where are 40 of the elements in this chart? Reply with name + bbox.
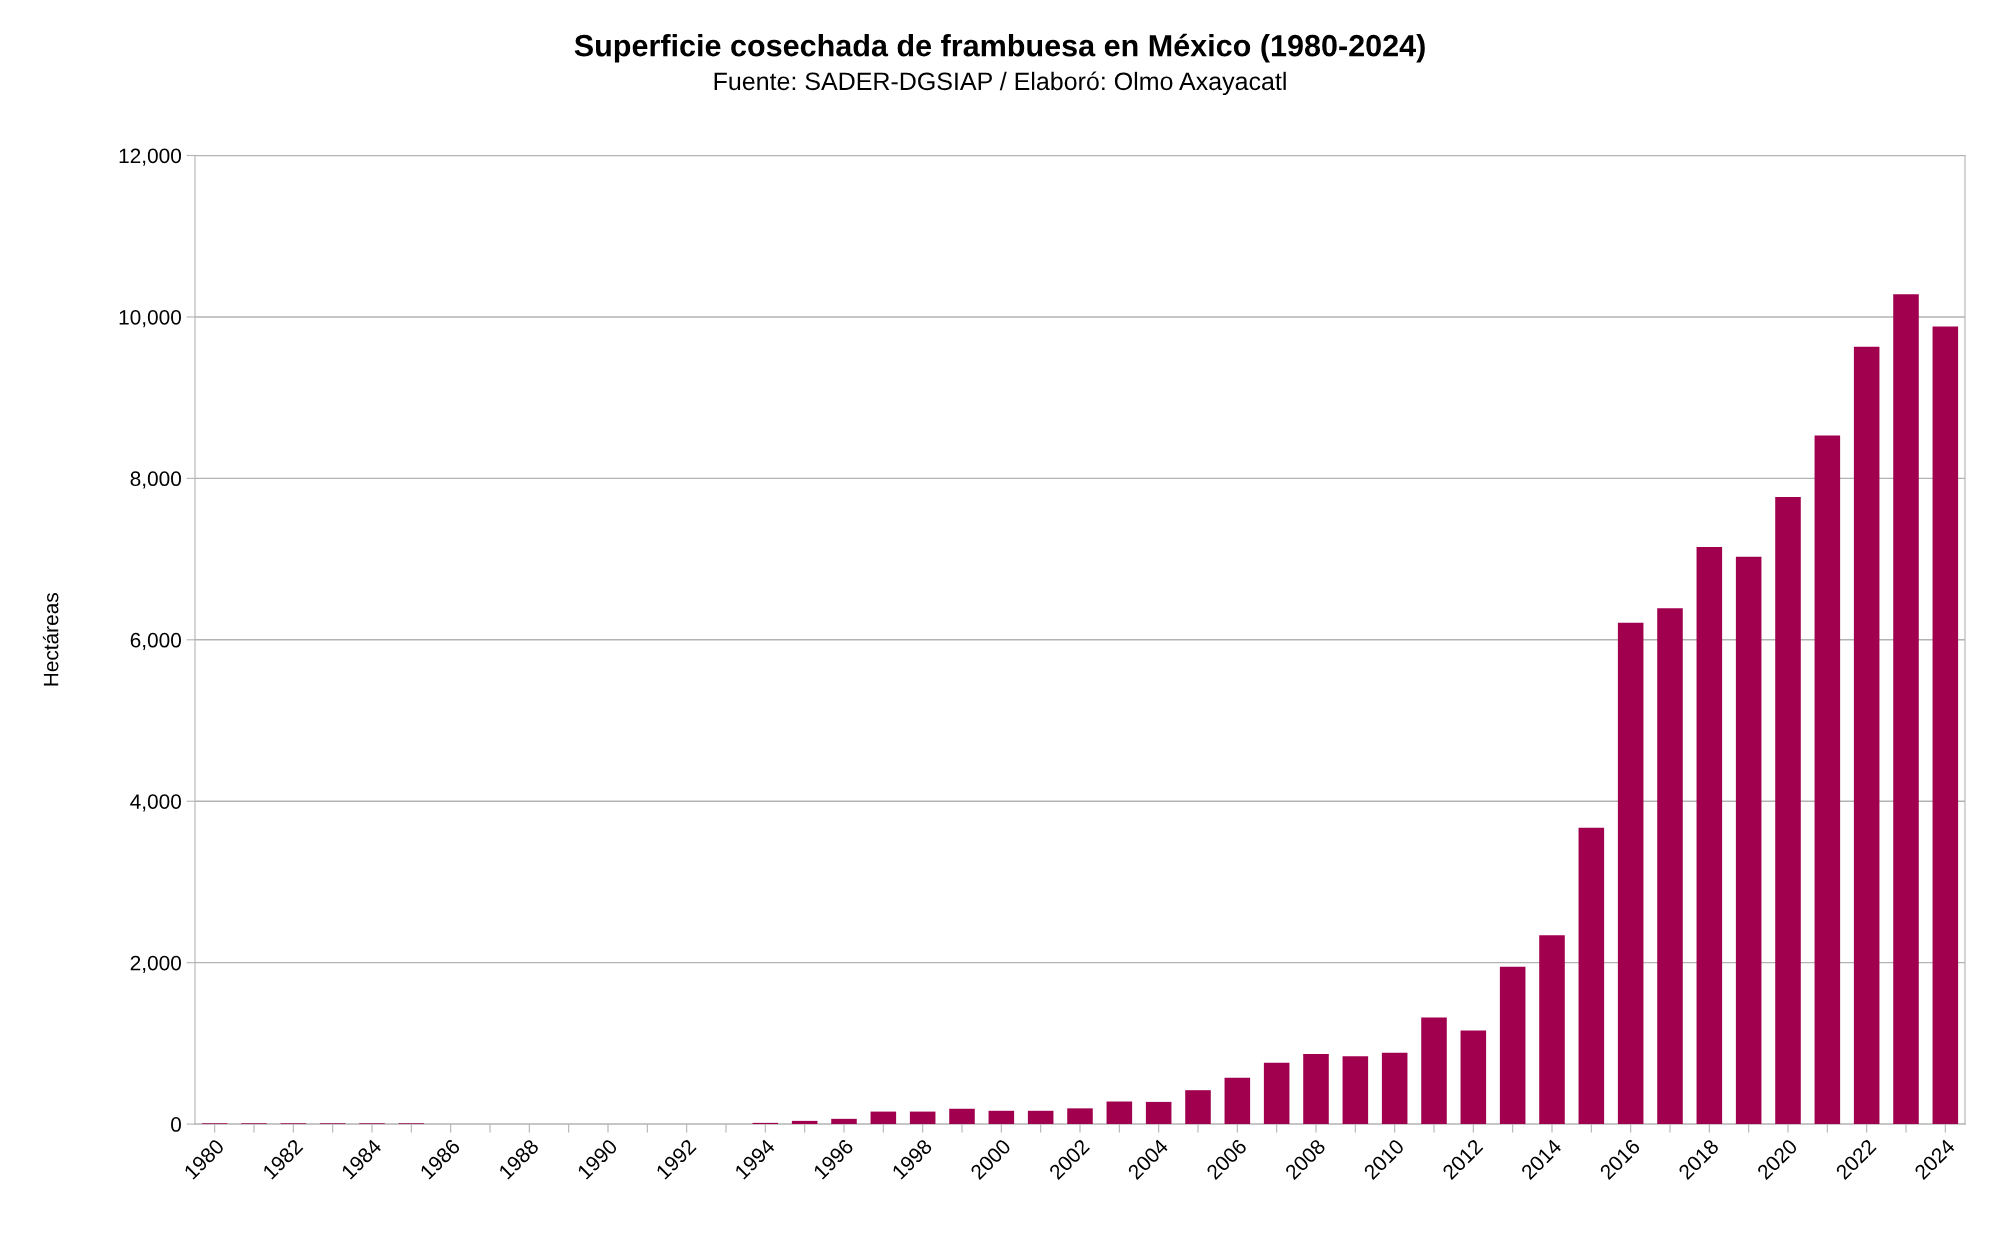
bar (1696, 546, 1723, 1125)
bar (1145, 1101, 1172, 1125)
y-tick-label: 10,000 (119, 309, 181, 328)
bar (1303, 1053, 1329, 1125)
bar (988, 1110, 1015, 1125)
bar (870, 1111, 897, 1125)
y-axis-title: Hectáreas (42, 593, 59, 686)
bar (909, 1111, 936, 1125)
bar (1499, 966, 1526, 1125)
y-tick-label: 2,000 (130, 955, 181, 973)
bar (1067, 1108, 1093, 1125)
bar (1657, 608, 1683, 1125)
bar (1853, 346, 1880, 1125)
bar (1578, 827, 1605, 1125)
y-tick-label: 8,000 (130, 471, 181, 489)
bar (1263, 1062, 1290, 1125)
bar (1185, 1090, 1211, 1125)
bar (1617, 622, 1644, 1125)
bar (1106, 1101, 1133, 1125)
bar (1539, 935, 1565, 1125)
bar (1735, 556, 1762, 1125)
y-tick-label: 0 (171, 1117, 181, 1132)
bar (1775, 496, 1801, 1125)
bar (1814, 435, 1841, 1125)
bar (1381, 1052, 1408, 1125)
chart-title: Superficie cosechada de frambuesa en México (1980-2024) (574, 33, 1425, 63)
bar (1342, 1056, 1369, 1125)
y-tick-label: 6,000 (130, 632, 181, 651)
bar (1027, 1110, 1054, 1125)
bar (1932, 326, 1959, 1125)
y-tick-label: 4,000 (130, 794, 181, 812)
bar (949, 1108, 975, 1125)
bar (1421, 1017, 1447, 1125)
bar (1224, 1077, 1251, 1125)
bar (1460, 1030, 1487, 1125)
y-tick-label: 12,000 (119, 148, 181, 166)
chart-subtitle: Fuente: SADER-DGSIAP / Elaboró: Olmo Axayacatl (714, 71, 1286, 96)
bar (831, 1118, 857, 1125)
bar (791, 1120, 818, 1125)
bar (1893, 294, 1919, 1125)
